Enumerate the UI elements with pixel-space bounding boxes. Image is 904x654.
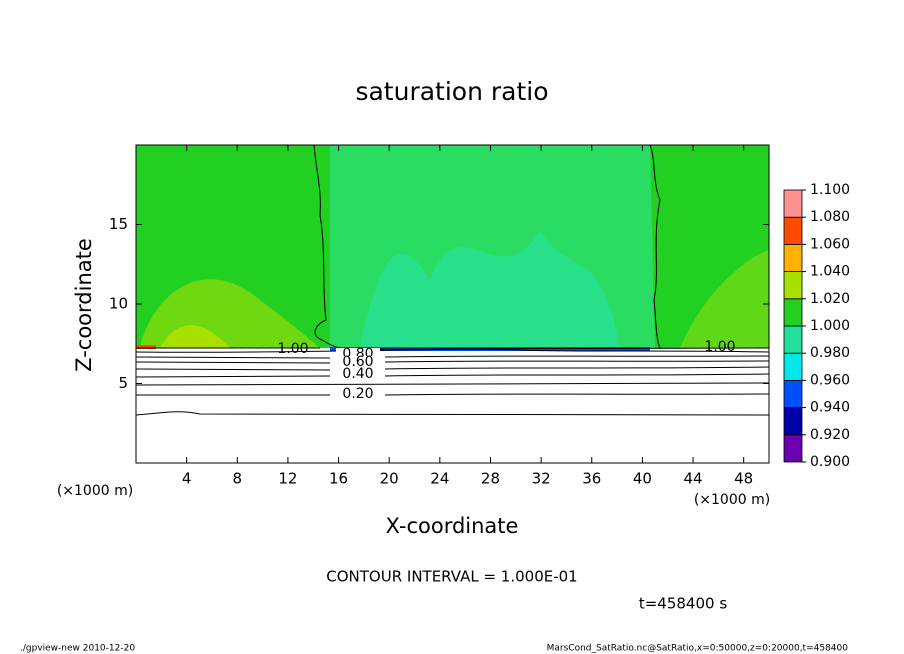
- colorbar-bin: [783, 434, 803, 463]
- x-tick-label: 36: [582, 470, 601, 488]
- x-tick-label: 12: [278, 470, 297, 488]
- contour-label: 1.00: [704, 339, 735, 355]
- x-tick-label: 24: [430, 470, 449, 488]
- colorbar-bin: [783, 243, 803, 272]
- x-tick-label: 48: [734, 470, 753, 488]
- colorbar-label: 1.020: [810, 291, 850, 307]
- colorbar-bin: [783, 189, 803, 218]
- x-tick-label: 8: [233, 470, 243, 488]
- colorbar-label: 1.040: [810, 264, 850, 280]
- colorbar-label: 0.980: [810, 345, 850, 361]
- colorbar-label: 0.940: [810, 400, 850, 416]
- contour-label-bg: [336, 368, 380, 380]
- colorbar-bin: [783, 379, 803, 408]
- colorbar-bin: [783, 298, 803, 327]
- colorbar-label: 1.060: [810, 236, 850, 252]
- x-tick-label: 16: [329, 470, 348, 488]
- contour-label: 0.20: [342, 386, 373, 402]
- x-tick-label: 44: [683, 470, 702, 488]
- x-tick-label: 40: [633, 470, 652, 488]
- colorbar-label: 1.100: [810, 182, 850, 198]
- contour-label-bg: [336, 356, 380, 368]
- colorbar-label: 0.960: [810, 372, 850, 388]
- colorbar-bin: [783, 216, 803, 245]
- x-unit: (×1000 m): [57, 483, 133, 499]
- x-tick-label: 28: [481, 470, 500, 488]
- footer-left: ./gpview-new 2010-12-20: [20, 644, 135, 654]
- chart-title: saturation ratio: [355, 77, 548, 106]
- contour-label: 1.00: [277, 341, 308, 357]
- x-axis-label: X-coordinate: [386, 514, 519, 538]
- x-tick-label: 20: [380, 470, 399, 488]
- x-unit: (×1000 m): [694, 492, 770, 508]
- colorbar-bin: [783, 352, 803, 381]
- contour-label-bg: [336, 388, 380, 400]
- contour-label: 0.40: [342, 366, 373, 382]
- colorbar-bin: [783, 407, 803, 436]
- contour-label: 0.60: [342, 354, 373, 370]
- y-tick-label: 15: [109, 215, 128, 233]
- y-axis-label: Z-coordinate: [72, 238, 96, 372]
- colorbar-label: 0.900: [810, 454, 850, 470]
- contour-lines: [135, 144, 770, 416]
- y-tick-label: 10: [109, 295, 128, 313]
- colorbar-bin: [783, 325, 803, 354]
- colorbar-label: 0.920: [810, 427, 850, 443]
- time-label: t=458400 s: [639, 595, 727, 613]
- field: [136, 145, 769, 463]
- colorbar-label: 1.080: [810, 209, 850, 225]
- footer-right: MarsCond_SatRatio.nc@SatRatio,x=0:50000,…: [547, 644, 849, 654]
- contour-interval: CONTOUR INTERVAL = 1.000E-01: [326, 568, 577, 586]
- x-tick-label: 4: [182, 470, 192, 488]
- y-tick-label: 5: [118, 374, 128, 392]
- colorbar-label: 1.000: [810, 318, 850, 334]
- x-tick-label: 32: [532, 470, 551, 488]
- colorbar-bin: [783, 271, 803, 300]
